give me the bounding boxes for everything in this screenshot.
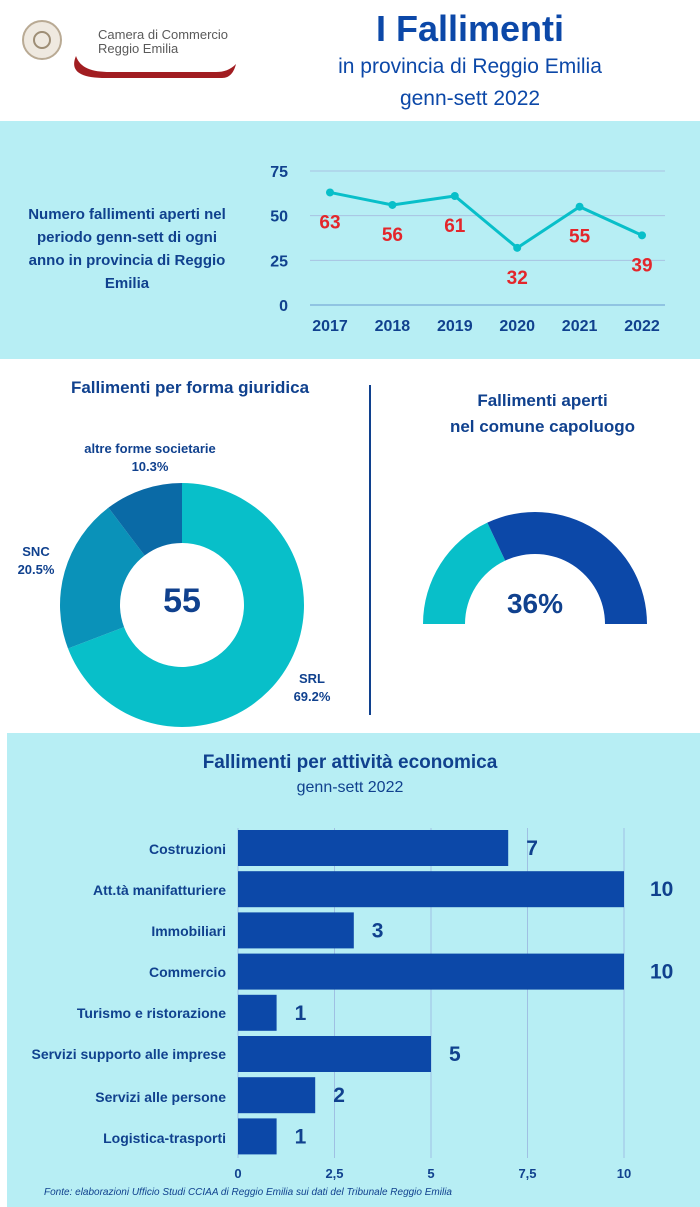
label-srl: SRL 69.2% — [282, 670, 342, 706]
subtitle-period: genn-sett 2022 — [399, 87, 541, 110]
y-tick-label: 75 — [270, 164, 288, 181]
gauge-value-arc — [423, 522, 506, 624]
x-tick-label: 2019 — [437, 318, 473, 335]
data-label: 56 — [382, 225, 403, 246]
bar-chart-subtitle: genn-sett 2022 — [296, 779, 404, 796]
donut-slice — [59, 507, 145, 649]
bar — [238, 1077, 316, 1114]
data-point — [388, 200, 397, 209]
category-label: Servizi alle persone — [95, 1089, 226, 1105]
org-name-line2: Reggio Emilia — [98, 41, 179, 56]
gauge-title: Fallimenti aperti nel comune capoluogo — [385, 388, 700, 440]
data-point — [638, 231, 646, 240]
bar — [238, 912, 354, 949]
label-altre-value: 10.3% — [131, 459, 169, 474]
bar-value-label: 2 — [333, 1084, 345, 1107]
category-label: Turismo e ristorazione — [76, 1005, 226, 1021]
line-chart-band — [0, 121, 700, 359]
org-name-line1: Camera di Commercio — [98, 27, 229, 42]
gauge-chart — [423, 512, 647, 624]
chamber-emblem-icon — [22, 20, 62, 60]
label-snc-name: SNC — [22, 544, 50, 559]
bar — [238, 953, 624, 990]
bar — [238, 994, 277, 1031]
gauge-title-line1: Fallimenti aperti — [477, 391, 608, 410]
x-tick-label: 2022 — [624, 318, 660, 335]
gauge-rest-arc — [487, 512, 647, 624]
category-label: Commercio — [148, 964, 226, 980]
series-line — [329, 190, 643, 250]
bar-value-label: 10 — [650, 878, 673, 901]
bar — [238, 871, 624, 908]
section-divider — [369, 385, 371, 715]
bar-value-label: 1 — [295, 1125, 307, 1148]
bar — [238, 1036, 431, 1072]
donut-slice — [68, 483, 304, 727]
x-tick-label: 2021 — [562, 318, 598, 335]
x-tick-label: 7,5 — [518, 1166, 536, 1181]
bar-value-label: 7 — [526, 837, 538, 860]
logo-swoosh-icon — [74, 56, 236, 78]
x-tick-label: 2,5 — [325, 1166, 343, 1181]
donut-slice — [108, 483, 182, 556]
bar-chart-title: Fallimenti per attività economica — [202, 752, 498, 773]
line-chart-title: Numero fallimenti aperti nel periodo gen… — [28, 206, 226, 292]
label-srl-name: SRL — [299, 671, 325, 686]
data-label: 39 — [631, 255, 652, 276]
gauge-title-line2: nel comune capoluogo — [449, 417, 636, 436]
x-tick-label: 0 — [234, 1166, 241, 1181]
donut-chart — [59, 483, 304, 727]
main-title: I Fallimenti — [375, 8, 565, 49]
category-label: Att.tà manifatturiere — [92, 882, 226, 898]
category-label: Immobiliari — [151, 923, 226, 939]
data-point — [513, 243, 522, 252]
data-label: 63 — [319, 212, 340, 233]
y-tick-label: 25 — [270, 253, 288, 270]
data-point — [450, 192, 459, 201]
line-chart: 75 50 25 0 2017 2018 2019 2020 2021 2022 63 56 61 32 5… — [270, 164, 665, 335]
bar-value-label: 5 — [449, 1043, 461, 1066]
data-point — [575, 202, 584, 211]
x-tick-label: 2017 — [312, 318, 348, 335]
x-tick-label: 2020 — [499, 318, 535, 335]
bar-value-label: 3 — [372, 919, 384, 942]
data-label: 32 — [507, 268, 528, 289]
bar — [238, 830, 509, 866]
subtitle-province: in provincia di Reggio Emilia — [338, 55, 602, 78]
category-label: Costruzioni — [149, 841, 226, 857]
category-label: Servizi supporto alle imprese — [31, 1046, 226, 1062]
bar-value-label: 10 — [650, 961, 673, 984]
donut-title: Fallimenti per forma giuridica — [70, 378, 310, 397]
bar-value-label: 1 — [295, 1002, 307, 1025]
donut-center-value: 55 — [163, 582, 201, 620]
org-name: Camera di Commercio Reggio Emilia — [98, 28, 228, 56]
x-tick-label: 10 — [617, 1166, 631, 1181]
label-srl-value: 69.2% — [293, 689, 331, 704]
y-tick-label: 0 — [279, 298, 288, 315]
label-snc: SNC 20.5% — [4, 543, 68, 579]
x-tick-label: 5 — [427, 1166, 434, 1181]
x-tick-label: 2018 — [375, 318, 411, 335]
label-altre-name: altre forme societarie — [84, 441, 216, 456]
category-label: Logistica-trasporti — [103, 1130, 226, 1146]
gauge-value: 36% — [506, 588, 564, 619]
data-label: 55 — [569, 227, 591, 248]
label-altre: altre forme societarie 10.3% — [30, 440, 270, 476]
bar-chart: 0 2,5 5 7,5 10 7 10 3 10 1 5 2 1 — [234, 828, 673, 1181]
data-point — [326, 188, 334, 197]
y-tick-label: 50 — [270, 209, 288, 226]
header — [0, 0, 700, 120]
label-snc-value: 20.5% — [17, 562, 55, 577]
bar — [238, 1118, 277, 1155]
data-label: 61 — [444, 216, 466, 237]
source-note: Fonte: elaborazioni Ufficio Studi CCIAA … — [44, 1187, 452, 1198]
